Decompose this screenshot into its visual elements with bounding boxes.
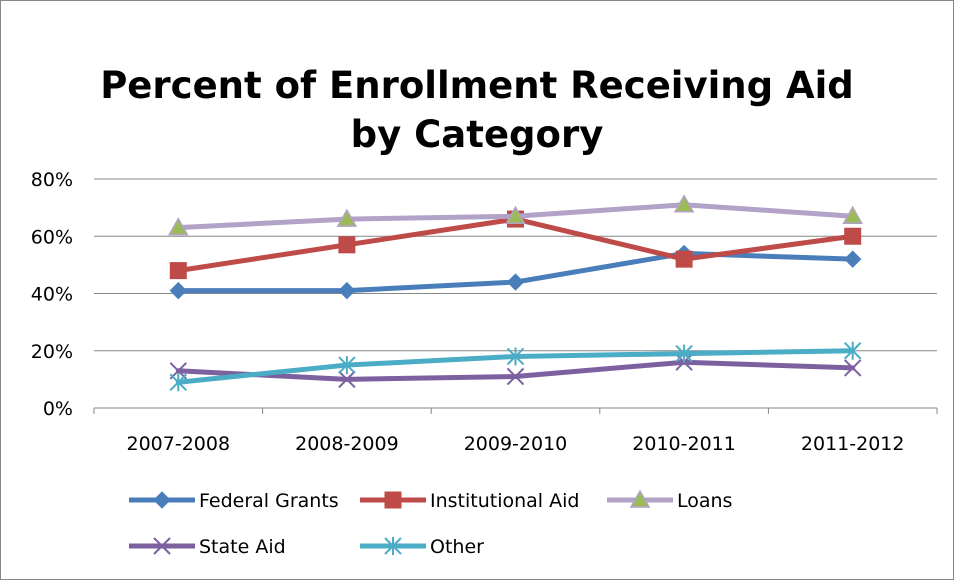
legend-entry: Loans: [607, 489, 732, 512]
data-point: [843, 341, 862, 360]
x-tick-label: 2009-2010: [464, 433, 568, 455]
data-point: [169, 373, 188, 392]
legend-marker: [153, 491, 171, 509]
legend-label: Federal Grants: [199, 490, 339, 512]
legend-entry: Other: [360, 536, 484, 558]
x-tick-label: 2007-2008: [127, 433, 231, 455]
data-point: [843, 250, 862, 268]
data-point: [675, 344, 693, 363]
data-point: [338, 370, 356, 389]
legend-label: Institutional Aid: [430, 490, 579, 512]
data-point: [673, 194, 695, 213]
data-point: [169, 281, 188, 300]
x-tick-label: 2011-2012: [801, 433, 905, 455]
data-point: [338, 356, 356, 375]
data-point: [169, 262, 187, 280]
data-point: [506, 347, 525, 366]
data-point: [505, 205, 526, 224]
axes: 0% 20% 40% 60% 80% 2007-2008 2008-2009 2009-201…: [31, 169, 938, 455]
chart-title-line-2: by Category: [351, 113, 604, 156]
data-point: [844, 227, 862, 245]
y-tick-label: 20%: [31, 341, 73, 363]
legend-entry: Federal Grants: [129, 490, 339, 512]
y-tick-label: 40%: [31, 284, 73, 306]
data-point: [843, 359, 862, 377]
legend-marker: [629, 489, 651, 508]
y-tick-label: 80%: [31, 169, 73, 191]
data-point: [506, 273, 525, 291]
legend: Federal Grants Institutional Aid Loans Stat…: [129, 489, 732, 558]
chart-title: Percent of Enrollment Receiving Aid: [100, 64, 854, 107]
legend-marker: [153, 537, 171, 555]
legend-marker: [384, 537, 402, 555]
series-other: [169, 341, 862, 392]
data-point: [842, 205, 863, 224]
series-loans: [168, 194, 863, 236]
series-state-aid: [169, 353, 862, 389]
y-tick-label: 0%: [43, 398, 73, 420]
legend-label: Other: [430, 536, 484, 558]
series-group: [168, 194, 863, 392]
data-point: [168, 217, 189, 236]
x-tick-label: 2008-2009: [295, 433, 399, 455]
data-point: [336, 208, 358, 227]
series-federal-grants: [169, 244, 862, 300]
legend-label: State Aid: [199, 536, 286, 558]
legend-entry: Institutional Aid: [360, 490, 579, 512]
x-tick-label: 2010-2011: [632, 433, 736, 455]
legend-entry: State Aid: [129, 536, 286, 558]
data-point: [338, 281, 356, 300]
y-tick-label: 60%: [31, 226, 73, 248]
legend-label: Loans: [677, 490, 732, 512]
legend-marker: [384, 491, 402, 509]
data-point: [506, 367, 525, 386]
data-point: [338, 236, 356, 254]
data-point: [675, 250, 693, 268]
